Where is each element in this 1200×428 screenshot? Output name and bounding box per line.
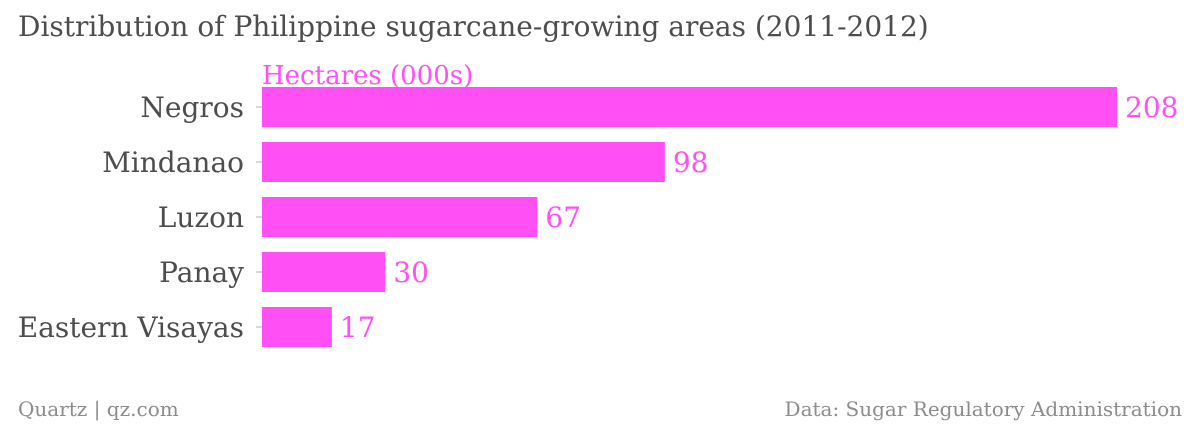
category-label: Luzon — [158, 201, 244, 234]
category-label: Mindanao — [102, 146, 244, 179]
category-label: Eastern Visayas — [18, 311, 244, 344]
bar — [262, 142, 665, 182]
data-label: 208 — [1125, 91, 1178, 124]
bar — [262, 197, 538, 237]
bar — [262, 87, 1117, 127]
data-label: 30 — [393, 256, 429, 289]
series-label: Hectares (000s) — [262, 61, 473, 91]
data-label: 17 — [340, 311, 376, 344]
footer-source-brand: Quartz | qz.com — [18, 397, 179, 421]
footer-data-source: Data: Sugar Regulatory Administration — [784, 397, 1182, 421]
category-label: Panay — [159, 256, 244, 289]
bar — [262, 252, 386, 292]
chart-title: Distribution of Philippine sugarcane-gro… — [18, 10, 929, 43]
bar — [262, 307, 332, 347]
category-label: Negros — [140, 91, 244, 124]
data-label: 98 — [673, 146, 709, 179]
data-label: 67 — [545, 201, 581, 234]
